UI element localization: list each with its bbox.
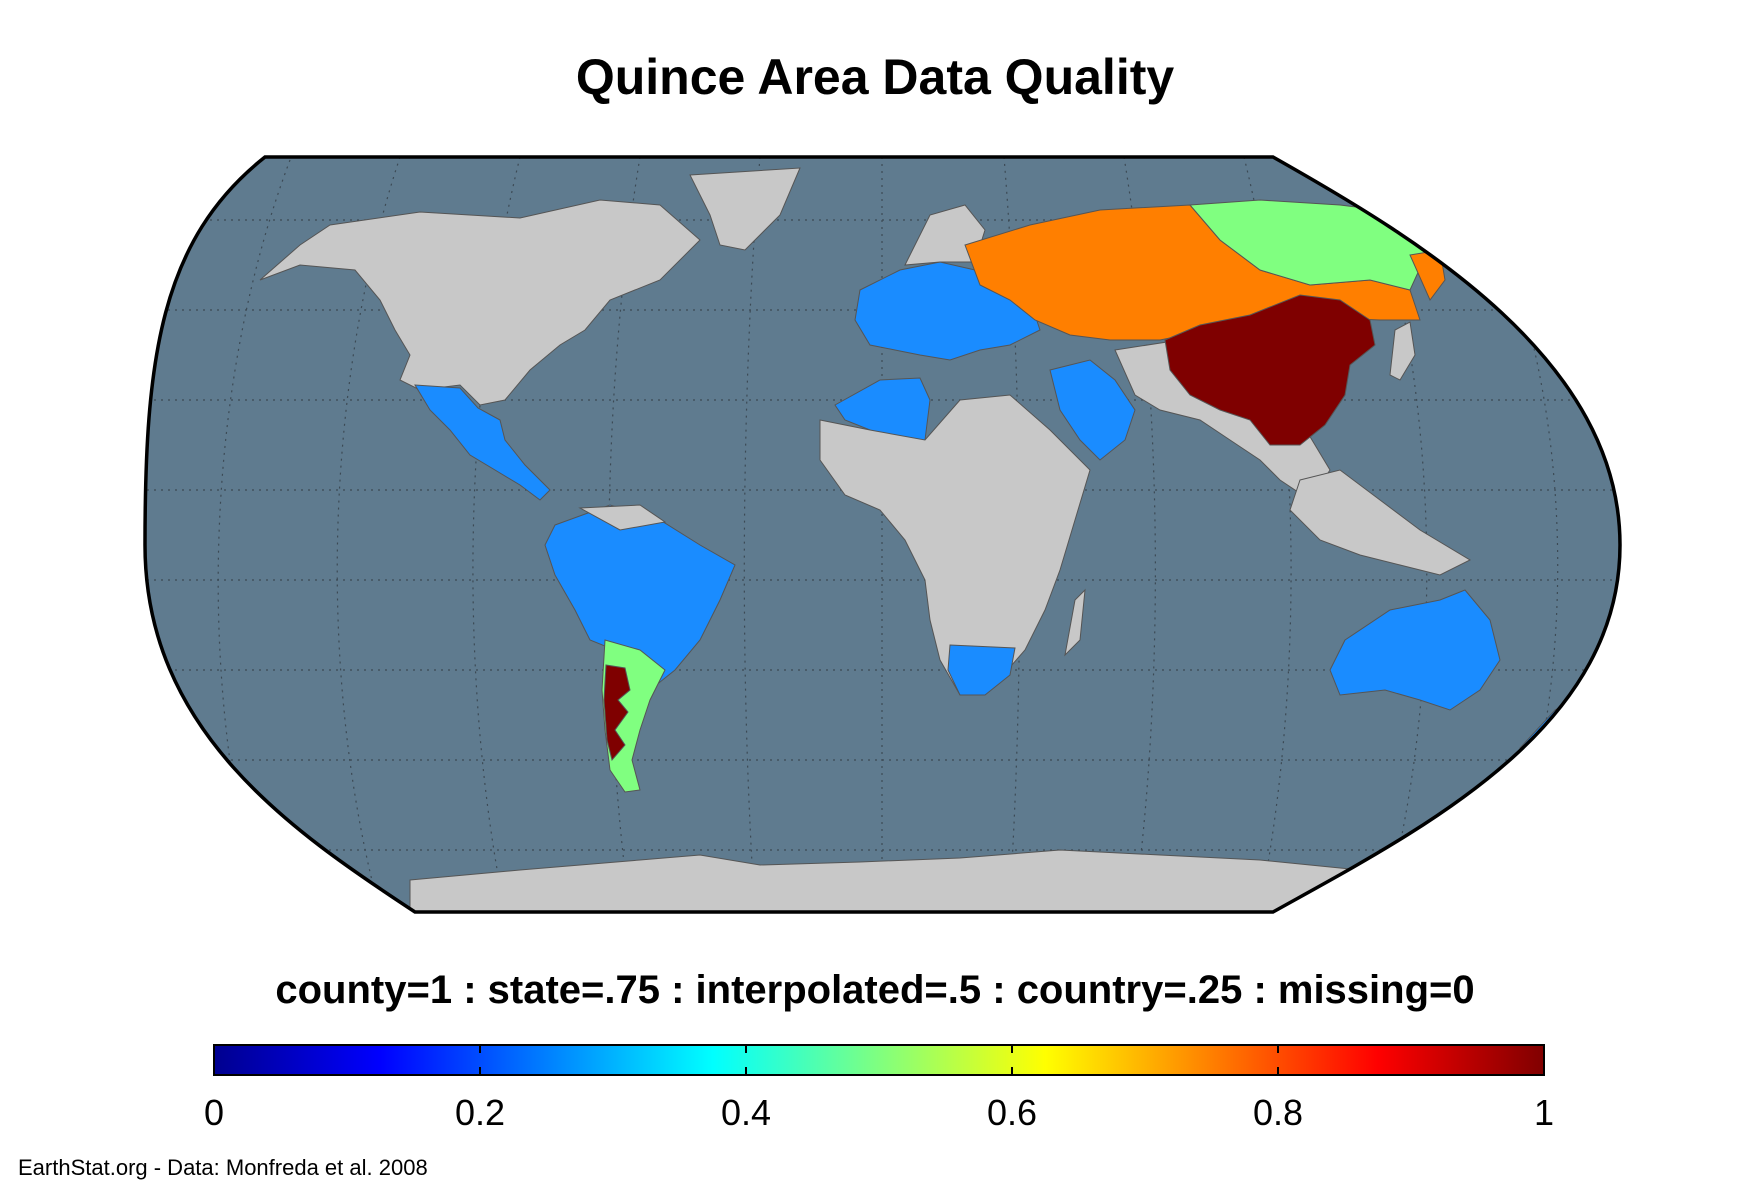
region-argentina-counties xyxy=(603,664,631,762)
legend-title: county=1 : state=.75 : interpolated=.5 :… xyxy=(275,968,1475,1012)
colorbar-ticks: 0 0.2 0.4 0.6 0.8 1 xyxy=(204,1045,1554,1133)
region-south-africa xyxy=(947,644,1016,696)
region-south-america xyxy=(544,504,736,691)
region-southeast-asia xyxy=(1289,469,1472,576)
colorbar-tick-label: 0.2 xyxy=(455,1092,505,1133)
region-australia xyxy=(1329,589,1501,711)
colorbar-gradient xyxy=(213,1044,1545,1076)
region-china xyxy=(1164,294,1376,446)
globe-outline xyxy=(143,155,1622,914)
region-japan xyxy=(1389,321,1416,381)
land xyxy=(259,167,1566,912)
region-guianas xyxy=(578,504,667,531)
colorbar-tick-label: 0.6 xyxy=(987,1092,1037,1133)
region-mexico-central-america xyxy=(414,384,551,501)
region-greenland xyxy=(689,167,801,251)
region-madagascar xyxy=(1064,588,1086,657)
map-title: Quince Area Data Quality xyxy=(575,49,1175,105)
colorbar-tick-label: 0 xyxy=(204,1092,224,1133)
colorbar-tick-label: 1 xyxy=(1534,1092,1554,1133)
colorbar-tick-label: 0.4 xyxy=(721,1092,771,1133)
world-map xyxy=(143,155,1622,914)
region-middle-east xyxy=(1049,359,1136,461)
region-north-america xyxy=(259,199,701,406)
colorbar-tick-label: 0.8 xyxy=(1253,1092,1303,1133)
region-scandinavia xyxy=(904,204,986,266)
region-africa xyxy=(819,394,1091,696)
footer-credit: EarthStat.org - Data: Monfreda et al. 20… xyxy=(18,1155,428,1180)
colorbar: 0 0.2 0.4 0.6 0.8 1 xyxy=(204,1044,1554,1133)
